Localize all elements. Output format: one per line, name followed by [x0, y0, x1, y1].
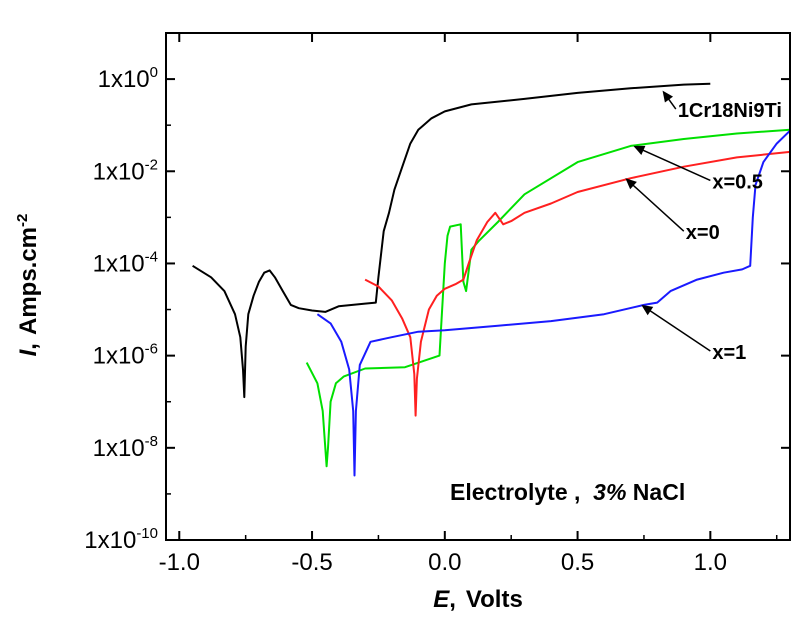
x-axis-title: E, Volts: [433, 586, 523, 613]
annotation-label: x=1: [712, 342, 746, 364]
annotation-label: x=0: [686, 222, 720, 244]
annotation-arrow-head: [662, 90, 674, 103]
y-tick-label: 1x10-8: [93, 433, 158, 462]
annotation-arrow-line: [648, 309, 711, 352]
y-tick-label: 1x100: [98, 64, 158, 93]
x-axis-symbol: E: [433, 586, 450, 613]
x-tick-label: 0.0: [428, 549, 461, 576]
y-axis-title: I, Amps.cm-2: [14, 214, 42, 357]
y-tick-label: 1x10-10: [84, 525, 158, 554]
plot-frame: [165, 32, 791, 541]
ticks-layer: -1.0 -0.5 0.0 0.5 1.0 1x10-10 1x10-8 1x10-6 1x10…: [84, 33, 790, 576]
y-tick-label: 1x10-6: [93, 341, 158, 370]
annotation-label: x=0.5: [712, 171, 763, 193]
inset-electrolyte-text: Electrolyte , 3% NaCl: [450, 479, 685, 505]
x-tick-label: -0.5: [291, 549, 332, 576]
y-axis-unit: Amps.cm: [15, 227, 42, 335]
x-tick-label: 0.5: [561, 549, 594, 576]
inset-electrolyte-label: Electrolyte ,: [450, 479, 593, 505]
series-layer: [192, 82, 791, 477]
annotation-arrow-line: [641, 148, 711, 182]
series-line-0: [192, 82, 711, 399]
x-tick-label: 1.0: [694, 549, 727, 576]
y-tick-label: 1x10-4: [93, 248, 158, 277]
x-tick-label: -1.0: [159, 549, 200, 576]
y-axis-unit-exp: -2: [14, 214, 31, 227]
annotation-arrow-line: [631, 183, 685, 232]
x-axis-unit: Volts: [466, 586, 523, 613]
annotation-arrow-head: [625, 178, 637, 190]
annotation-arrow-head: [641, 304, 654, 316]
series-line-3: [316, 129, 791, 477]
inset-salt: NaCl: [626, 479, 685, 505]
series-line-2: [364, 150, 791, 417]
annotation-arrow-head: [633, 145, 646, 155]
annotation-arrow-line: [667, 97, 677, 110]
series-line-1: [305, 128, 791, 468]
x-axis-sep: ,: [449, 586, 456, 613]
y-tick-label: 1x10-2: [93, 156, 158, 185]
y-axis-symbol: I: [15, 348, 42, 356]
annotation-label: 1Cr18Ni9Ti: [678, 100, 782, 122]
inset-concentration: 3%: [593, 479, 626, 505]
y-axis-sep: ,: [15, 343, 42, 350]
annotation-layer: 1Cr18Ni9Ti x=0.5 x=0 x=1: [625, 90, 782, 364]
